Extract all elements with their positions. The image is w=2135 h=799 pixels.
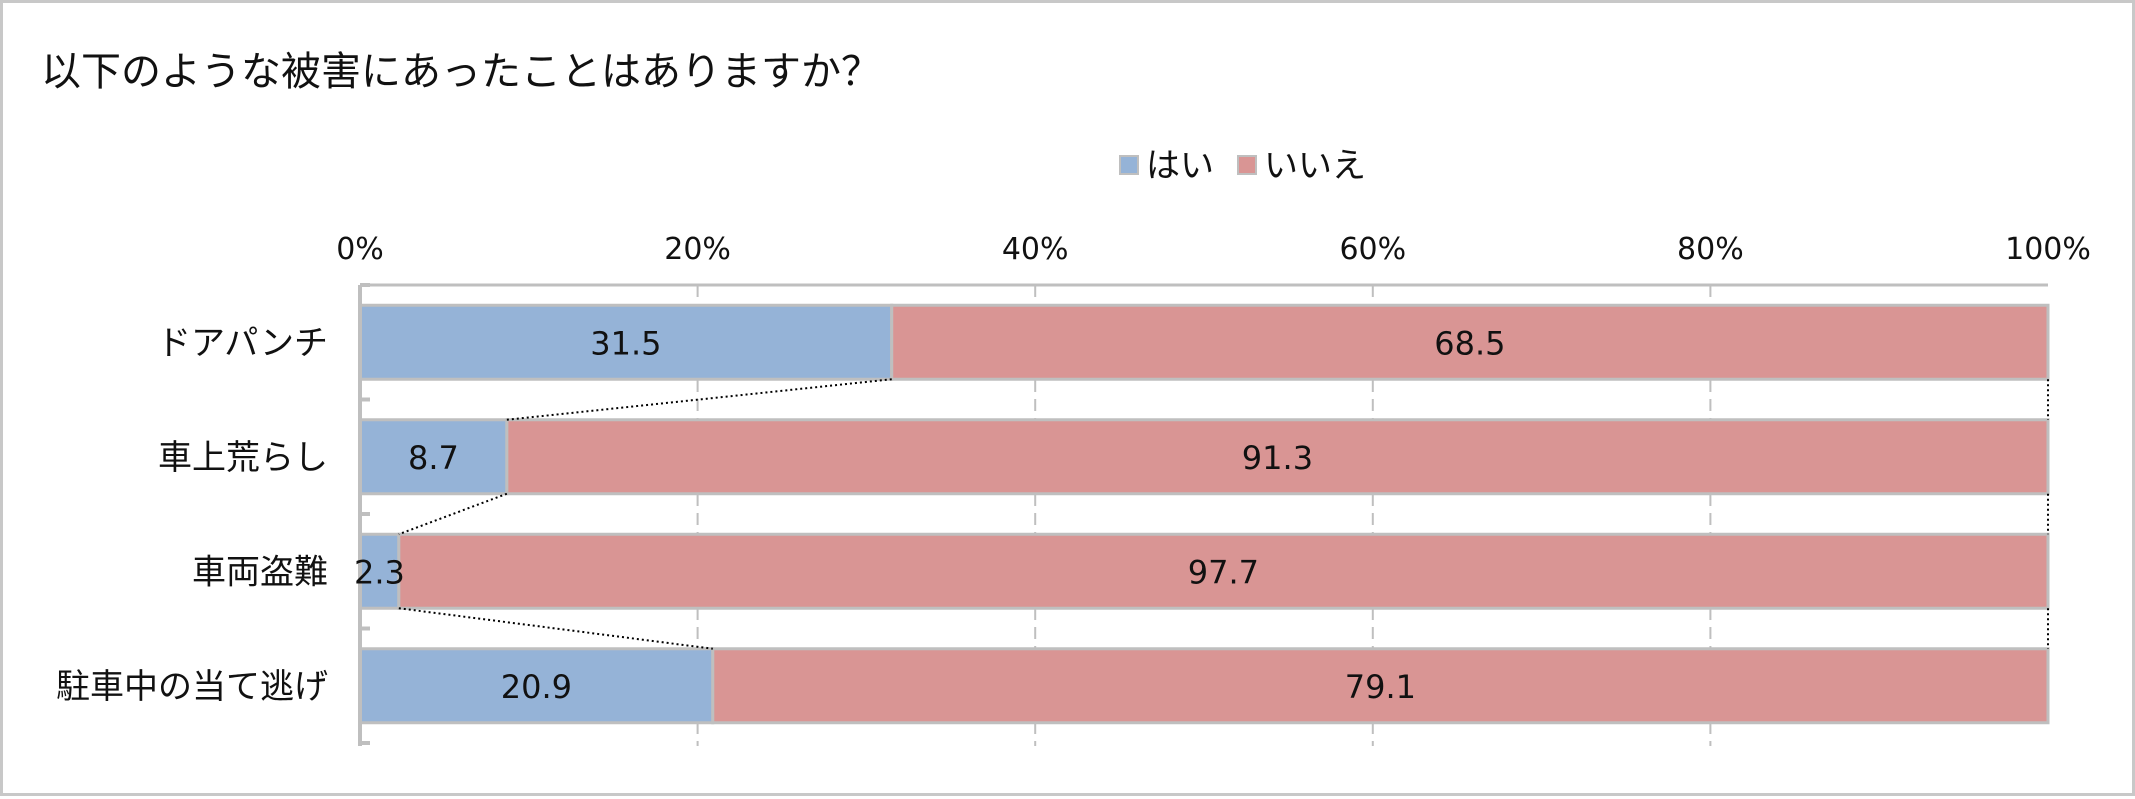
value-labels: 31.5 68.5 8.7 91.3 2.3 97.7 20.9 79.1 [354, 324, 1506, 706]
x-tick-label: 0% [336, 232, 384, 267]
x-tick-label: 20% [664, 232, 731, 267]
series-lines [398, 378, 2049, 650]
legend-swatch-2 [1237, 155, 1257, 175]
category-label: 車両盗難 [192, 552, 328, 592]
value-label: 97.7 [1188, 553, 1259, 591]
category-label: ドアパンチ [157, 323, 328, 363]
legend-swatch-1 [1119, 155, 1139, 175]
series-line [506, 378, 892, 421]
bars [358, 303, 2050, 725]
stacked-bar-chart: 以下のような被害にあったことはありますか？ はい いいえ 0% 20% 40% 60% 8… [41, 49, 2091, 746]
value-label: 31.5 [590, 324, 661, 362]
value-label: 2.3 [354, 553, 405, 591]
x-tick-label: 100% [2005, 232, 2091, 267]
legend-label-1: はい [1146, 146, 1214, 186]
series-line [398, 492, 508, 536]
legend: はい いいえ [1119, 146, 1366, 186]
chart-title: 以下のような被害にあったことはありますか？ [41, 49, 881, 95]
x-tick-label: 60% [1339, 232, 1406, 267]
value-label: 8.7 [408, 439, 459, 477]
x-tick-label: 80% [1677, 232, 1744, 267]
value-label: 91.3 [1242, 439, 1313, 477]
bar-segment [358, 418, 509, 496]
category-label: 車上荒らし [158, 438, 328, 478]
value-label: 79.1 [1345, 668, 1416, 706]
bar-segment [358, 303, 894, 381]
legend-label-2: いいえ [1264, 146, 1366, 186]
series-line [398, 607, 713, 650]
bar-segment [890, 303, 2050, 381]
bar-segment [505, 418, 2050, 496]
value-label: 20.9 [501, 668, 572, 706]
bar-segment [397, 532, 2050, 610]
x-axis-ticks: 0% 20% 40% 60% 80% 100% [336, 232, 2091, 267]
bar-segment [711, 647, 2050, 725]
y-axis [358, 283, 2048, 746]
x-tick-label: 40% [1002, 232, 1069, 267]
category-label: 駐車中の当て逃げ [56, 667, 328, 707]
value-label: 68.5 [1434, 324, 1505, 362]
